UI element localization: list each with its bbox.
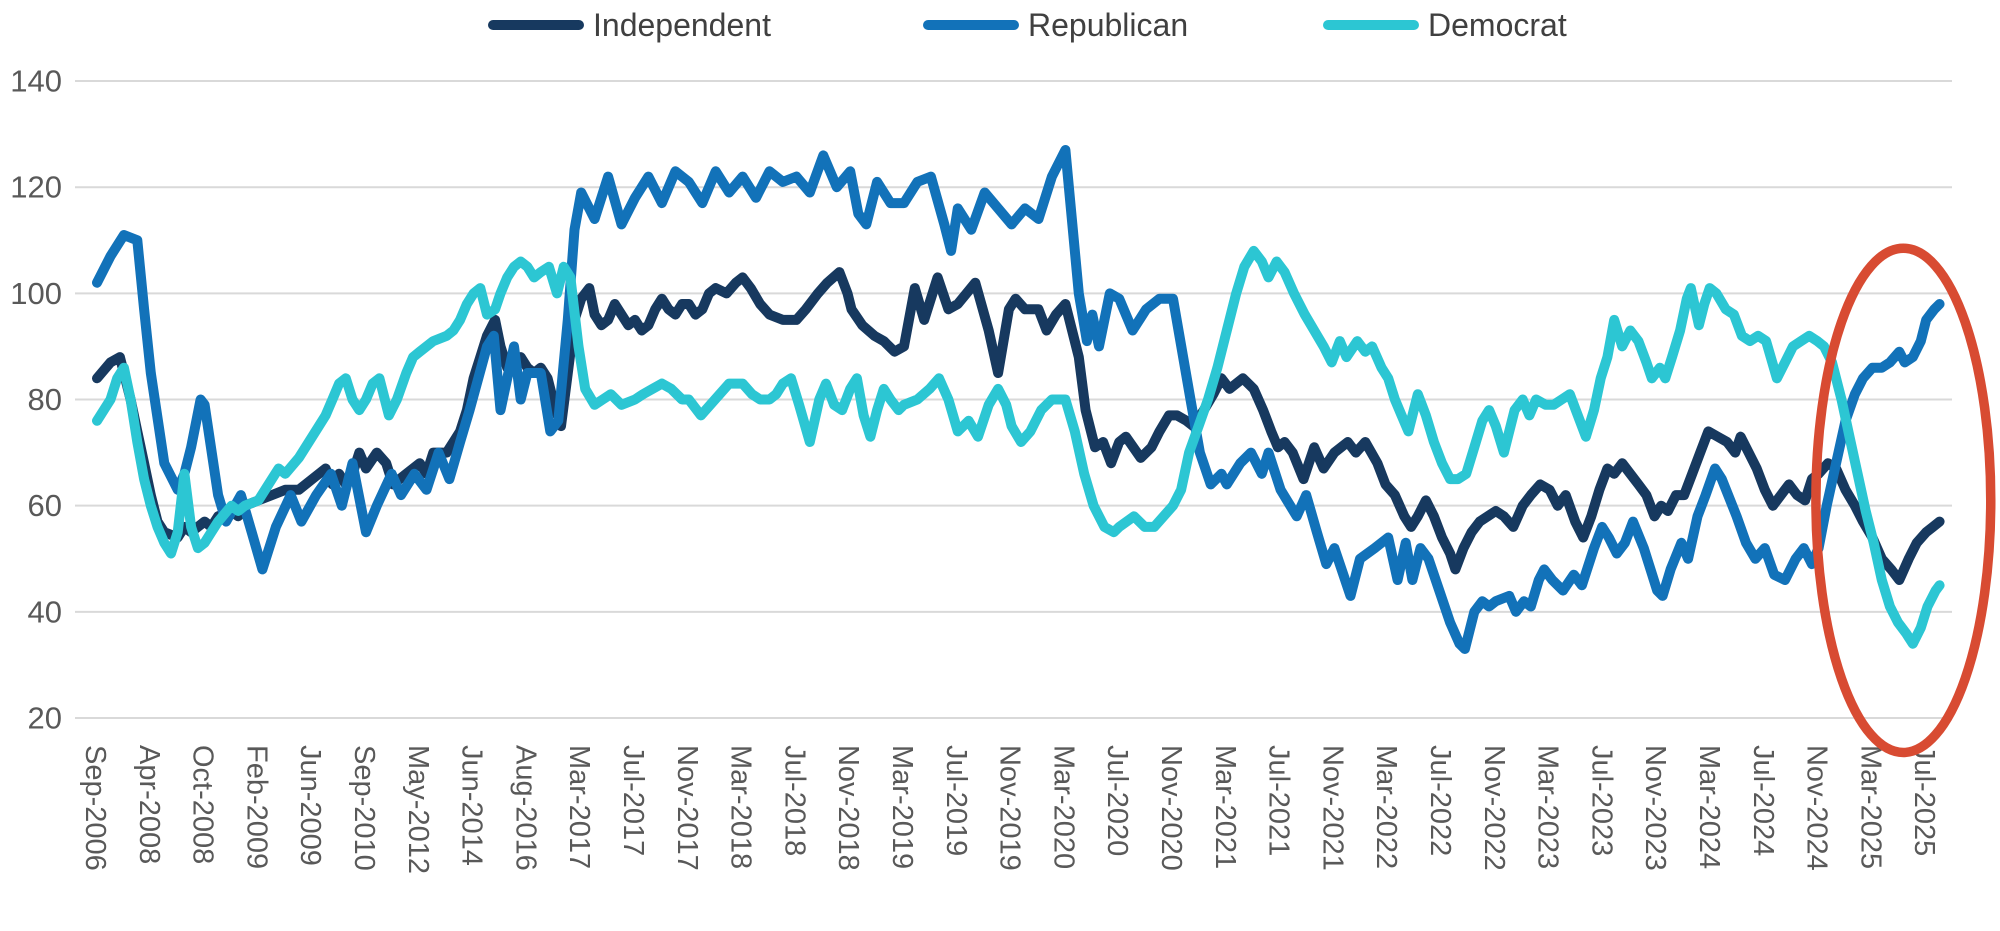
y-axis-tick-label: 140 <box>10 64 62 99</box>
x-axis-tick-label: Jul-2022 <box>1424 745 1456 856</box>
y-axis-tick-label: 100 <box>10 276 62 311</box>
y-axis-tick-label: 20 <box>28 701 62 736</box>
x-axis-tick-label: Mar-2023 <box>1532 745 1564 869</box>
x-axis-tick-label: Mar-2025 <box>1854 745 1886 869</box>
x-axis-tick-label: Jul-2019 <box>940 745 972 856</box>
x-axis-tick-label: May-2012 <box>402 745 434 874</box>
legend-label-independent: Independent <box>593 7 771 43</box>
x-axis-tick-label: Mar-2022 <box>1370 745 1402 869</box>
x-axis-tick-label: Nov-2017 <box>671 745 703 871</box>
x-axis-tick-label: Nov-2021 <box>1316 745 1348 871</box>
x-axis-tick-label: Mar-2019 <box>886 745 918 869</box>
x-axis-tick-label: Jul-2020 <box>1101 745 1133 856</box>
x-axis-tick-label: Jul-2024 <box>1747 745 1779 856</box>
chart-legend: Independent Republican Democrat <box>0 0 2000 50</box>
highlight-ellipse-annotation <box>1811 243 1996 758</box>
x-axis-tick-label: Jul-2018 <box>778 745 810 856</box>
y-axis-tick-label: 40 <box>28 594 62 629</box>
x-axis-tick-label: Nov-2022 <box>1478 745 1510 871</box>
legend-item-independent: Independent <box>488 8 771 42</box>
legend-label-republican: Republican <box>1028 7 1189 43</box>
republican-line-swatch-icon <box>923 20 1019 30</box>
x-axis-tick-label: Sep-2010 <box>348 745 380 871</box>
democrat-line-swatch-icon <box>1323 20 1419 30</box>
x-axis-tick-label: Nov-2019 <box>994 745 1026 871</box>
x-axis-tick-label: Mar-2018 <box>725 745 757 869</box>
x-axis-tick-label: Jul-2017 <box>617 745 649 856</box>
x-axis-tick-label: Mar-2017 <box>563 745 595 869</box>
x-axis-tick-label: Nov-2018 <box>832 745 864 871</box>
y-axis-tick-label: 60 <box>28 488 62 523</box>
x-axis-tick-label: Jun-2014 <box>456 745 488 866</box>
x-axis-tick-label: Mar-2024 <box>1693 745 1725 869</box>
series-line-independent <box>92 267 1945 585</box>
legend-item-democrat: Democrat <box>1323 8 1567 42</box>
legend-label-democrat: Democrat <box>1428 7 1567 43</box>
x-axis-tick-label: Nov-2024 <box>1801 745 1833 871</box>
x-axis-tick-label: Jul-2021 <box>1263 745 1295 856</box>
x-axis-tick-label: Jun-2009 <box>294 745 326 866</box>
x-axis-tick-label: Nov-2020 <box>1155 745 1187 871</box>
x-axis-tick-label: Jul-2025 <box>1908 745 1940 856</box>
x-axis-tick-label: Mar-2021 <box>1209 745 1241 869</box>
independent-line-swatch-icon <box>488 20 584 30</box>
x-axis-tick-label: Jul-2023 <box>1585 745 1617 856</box>
x-axis-tick-label: Sep-2006 <box>79 745 111 871</box>
legend-item-republican: Republican <box>923 8 1188 42</box>
x-axis-tick-label: Aug-2016 <box>509 745 541 871</box>
y-axis-tick-label: 120 <box>10 170 62 205</box>
x-axis-tick-label: Apr-2008 <box>133 745 165 864</box>
y-axis-tick-label: 80 <box>28 382 62 417</box>
x-axis-tick-label: Oct-2008 <box>187 745 219 864</box>
x-axis-tick-label: Mar-2020 <box>1047 745 1079 869</box>
series-line-democrat <box>92 245 1945 649</box>
x-axis-tick-label: Nov-2023 <box>1639 745 1671 871</box>
series-line-republican <box>92 145 1945 654</box>
x-axis-tick-label: Feb-2009 <box>240 745 272 869</box>
